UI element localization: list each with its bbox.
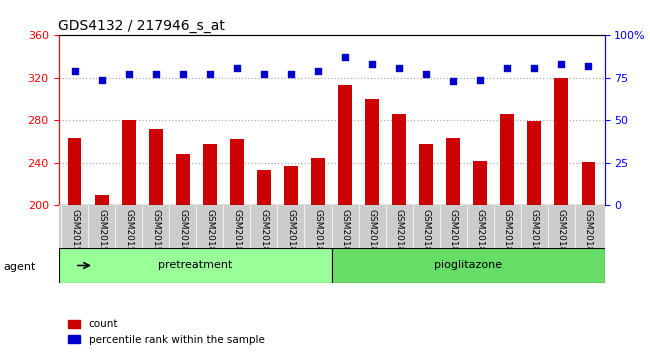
Bar [230, 139, 244, 354]
Text: GSM201843: GSM201843 [557, 209, 566, 263]
Point [448, 79, 458, 84]
Bar [365, 99, 379, 354]
Text: GSM201834: GSM201834 [313, 209, 322, 263]
Point [367, 62, 377, 67]
Point [205, 72, 215, 77]
Bar [149, 129, 162, 354]
Text: agent: agent [3, 262, 36, 272]
Text: GSM201542: GSM201542 [70, 209, 79, 263]
Bar [203, 144, 216, 354]
Point [97, 77, 107, 82]
Bar [447, 138, 460, 354]
Text: GSM201842: GSM201842 [530, 209, 539, 263]
Point [556, 62, 566, 67]
Point [259, 72, 269, 77]
Text: GSM201833: GSM201833 [287, 209, 296, 264]
Point [313, 68, 323, 74]
Text: GSM201835: GSM201835 [341, 209, 350, 264]
Bar [284, 166, 298, 354]
Bar [257, 170, 270, 354]
Text: GSM201844: GSM201844 [584, 209, 593, 263]
Text: GSM201840: GSM201840 [476, 209, 485, 263]
Point [151, 72, 161, 77]
Point [177, 72, 188, 77]
Text: GSM201836: GSM201836 [367, 209, 376, 264]
Point [394, 65, 404, 70]
Bar [393, 114, 406, 354]
Bar [311, 158, 325, 354]
Bar [500, 114, 514, 354]
Point [583, 63, 593, 69]
Bar [68, 138, 81, 354]
Point [340, 55, 350, 60]
Point [231, 65, 242, 70]
Text: pretreatment: pretreatment [158, 261, 232, 270]
Bar [176, 154, 190, 354]
Text: GSM201839: GSM201839 [448, 209, 458, 264]
FancyBboxPatch shape [332, 248, 604, 283]
Bar [473, 161, 487, 354]
Text: GSM201838: GSM201838 [422, 209, 430, 264]
Text: pioglitazone: pioglitazone [434, 261, 502, 270]
Text: GSM201830: GSM201830 [205, 209, 214, 264]
Text: GSM201545: GSM201545 [151, 209, 161, 263]
Text: GSM201544: GSM201544 [124, 209, 133, 263]
Text: GSM201543: GSM201543 [98, 209, 106, 263]
Text: GDS4132 / 217946_s_at: GDS4132 / 217946_s_at [58, 19, 226, 33]
Text: GSM201831: GSM201831 [233, 209, 241, 264]
Point [502, 65, 512, 70]
Bar [122, 120, 136, 354]
Bar [419, 144, 433, 354]
Point [70, 68, 80, 74]
Bar [554, 78, 568, 354]
Point [124, 72, 134, 77]
Text: GSM201832: GSM201832 [259, 209, 268, 263]
Bar [338, 85, 352, 354]
Text: GSM201829: GSM201829 [178, 209, 187, 263]
Point [286, 72, 296, 77]
Point [529, 65, 539, 70]
Bar [95, 195, 109, 354]
Text: GSM201841: GSM201841 [502, 209, 512, 263]
Bar [527, 121, 541, 354]
Legend: count, percentile rank within the sample: count, percentile rank within the sample [64, 315, 268, 349]
FancyBboxPatch shape [58, 248, 332, 283]
Point [475, 77, 486, 82]
Text: GSM201837: GSM201837 [395, 209, 404, 264]
Point [421, 72, 432, 77]
Bar [582, 162, 595, 354]
